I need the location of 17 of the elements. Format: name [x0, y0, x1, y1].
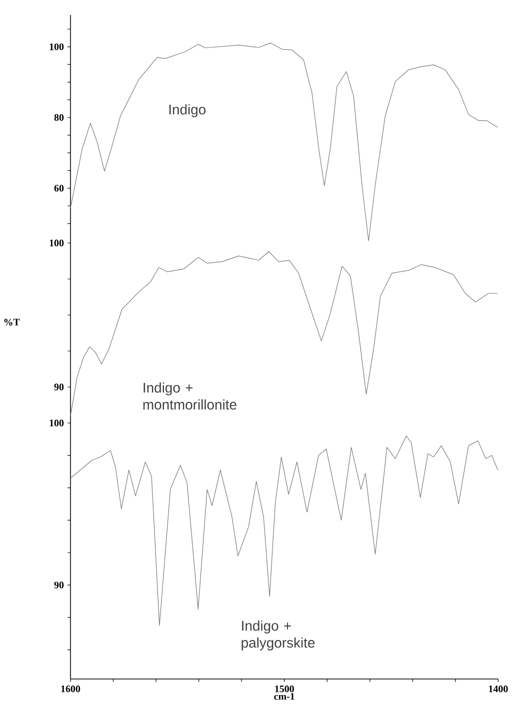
y-tick-label: 90	[54, 582, 64, 588]
y-tick-label: 100	[50, 240, 64, 246]
line-series	[70, 42, 498, 242]
x-tick-label: 1600	[61, 686, 80, 692]
x-axis-title: cm-1	[274, 693, 294, 700]
text: Indigo + montmorillonite	[143, 382, 236, 410]
y-tick-label: 60	[54, 184, 64, 192]
y-tick-label: 100	[50, 43, 64, 50]
text: Indigo + palygorskite	[242, 620, 315, 650]
y-tick-label: 80	[54, 114, 64, 121]
x-tick-label: 1400	[488, 686, 508, 692]
y-tick-label: 90	[54, 384, 64, 390]
line-series	[70, 251, 498, 416]
x-tick-label: 1500	[275, 686, 294, 692]
y-tick-label: 100	[50, 420, 64, 426]
y-axis-title: %T	[4, 318, 20, 326]
text: Indigo	[169, 104, 206, 118]
